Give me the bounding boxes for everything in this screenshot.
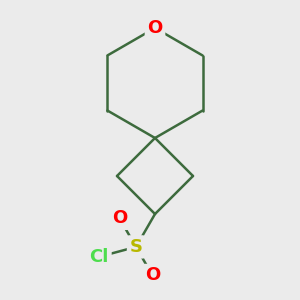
Text: O: O <box>112 209 127 227</box>
Text: O: O <box>145 266 160 284</box>
Text: Cl: Cl <box>90 248 109 266</box>
Text: S: S <box>130 238 142 256</box>
Text: O: O <box>147 19 163 37</box>
